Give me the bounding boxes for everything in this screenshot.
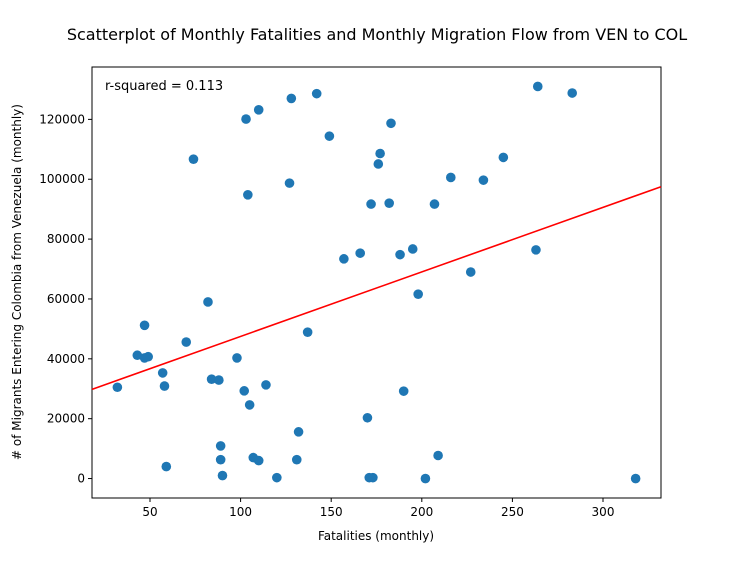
scatter-point [143, 351, 153, 362]
y-tick-label: 40000 [47, 352, 85, 366]
x-tick-label: 250 [501, 505, 524, 519]
scatter-point [215, 454, 226, 465]
scatter-point [203, 297, 213, 307]
y-tick-label: 20000 [47, 412, 85, 426]
y-tick-label: 0 [77, 472, 85, 486]
scatter-point [214, 375, 224, 385]
x-tick-label: 300 [592, 505, 615, 519]
scatter-point [384, 198, 394, 208]
r-squared-annotation: r-squared = 0.113 [105, 79, 223, 94]
scatter-point [362, 412, 373, 423]
scatter-point [157, 368, 168, 378]
x-axis-ticks: 50 100 150 200 250 300 [142, 498, 614, 519]
scatter-point [302, 327, 313, 337]
y-axis-ticks: 0 20000 40000 60000 80000 100000 120000 [39, 112, 92, 486]
plot-frame [91, 66, 662, 499]
scatter-point [161, 461, 172, 472]
scatter-point [232, 353, 242, 363]
scatter-point [413, 289, 423, 299]
y-tick-label: 80000 [47, 232, 85, 246]
scatter-point [630, 473, 641, 484]
plot-area [91, 66, 662, 499]
scatter-point [355, 248, 365, 258]
points-layer [112, 81, 641, 484]
y-tick-label: 100000 [39, 172, 85, 186]
scatter-point [112, 382, 123, 393]
scatter-point [531, 245, 541, 255]
scatter-point [465, 267, 476, 277]
scatter-point [339, 254, 349, 264]
scatter-point [139, 320, 150, 331]
x-tick-label: 50 [142, 505, 157, 519]
scatter-point [244, 400, 255, 410]
scatter-point [181, 337, 192, 347]
y-axis-label: # of Migrants Entering Colombia from Ven… [10, 104, 24, 460]
scatter-point [478, 175, 489, 185]
scatter-point [407, 244, 418, 254]
scatter-point [498, 152, 509, 163]
scatter-point [132, 350, 143, 361]
scatter-point [420, 473, 431, 484]
scatter-point [398, 386, 409, 396]
y-tick-label: 120000 [39, 112, 85, 126]
scatter-point [253, 455, 264, 466]
scatter-point [445, 172, 456, 183]
scatter-point [324, 131, 335, 141]
scatter-point [206, 374, 217, 384]
scatter-point [215, 441, 226, 451]
regression-line [91, 185, 662, 391]
scatter-point [433, 450, 443, 461]
fit-layer [91, 185, 662, 391]
scatter-point [284, 178, 295, 188]
scatter-point [239, 386, 250, 396]
chart-title: Scatterplot of Monthly Fatalities and Mo… [67, 25, 687, 44]
scatter-point [286, 93, 297, 104]
scatter-point [366, 199, 376, 209]
x-tick-label: 150 [320, 505, 343, 519]
scatter-point [368, 472, 378, 483]
scatter-point [217, 470, 228, 481]
scatter-point [159, 381, 170, 391]
scatter-point [243, 190, 253, 200]
scatter-point [386, 118, 396, 129]
scatter-point [567, 88, 578, 98]
scatter-point [291, 454, 302, 465]
x-axis-label: Fatalities (monthly) [318, 529, 434, 543]
scatter-point [532, 81, 543, 92]
scatter-point [373, 159, 384, 169]
scatter-point [293, 427, 304, 437]
y-tick-label: 60000 [47, 292, 85, 306]
scatter-point [253, 105, 264, 115]
scatter-point [188, 154, 199, 164]
scatter-point [375, 148, 385, 159]
scatter-point [395, 249, 405, 260]
x-tick-label: 200 [410, 505, 433, 519]
scatter-point [241, 114, 251, 124]
x-tick-label: 100 [229, 505, 252, 519]
scatter-point [272, 472, 282, 483]
scatter-point [429, 199, 440, 209]
scatter-point [261, 380, 271, 390]
scatter-point [311, 88, 322, 99]
